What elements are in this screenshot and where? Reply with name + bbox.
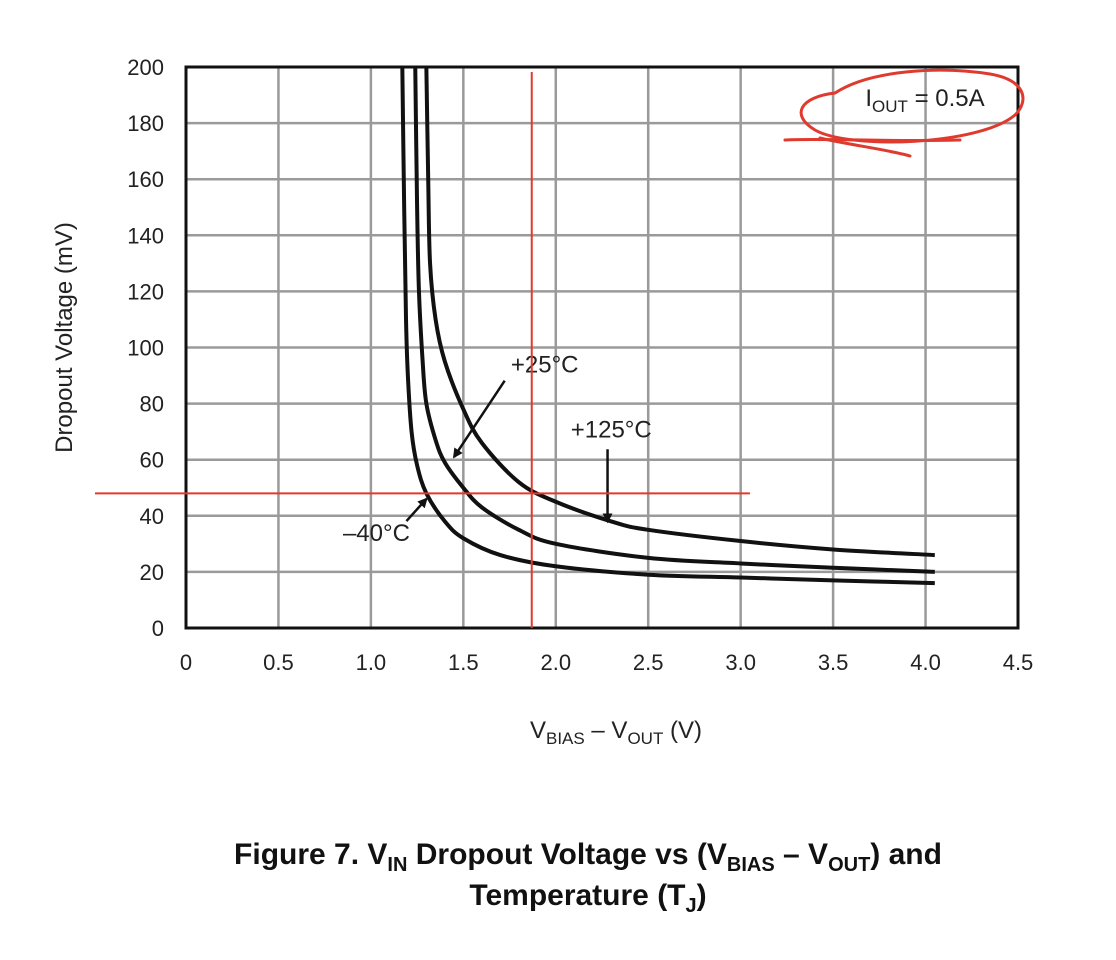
curve-label: +25°C bbox=[511, 352, 579, 379]
y-tick-label: 40 bbox=[140, 504, 164, 529]
x-tick-label: 3.5 bbox=[818, 650, 849, 675]
caption-line-1: Figure 7. VIN Dropout Voltage vs (VBIAS … bbox=[0, 838, 1116, 877]
y-tick-label: 160 bbox=[127, 167, 164, 192]
tick-labels: 0 0.5 1.0 1.5 2.0 2.5 3.0 3.5 4.0 4.5 0 20 40 60 80 100… bbox=[51, 55, 1033, 748]
annotation-arrow bbox=[405, 497, 428, 522]
curve-label: –40°C bbox=[343, 520, 410, 547]
y-tick-label: 100 bbox=[127, 336, 164, 361]
x-tick-label: 3.0 bbox=[725, 650, 756, 675]
y-tick-label: 80 bbox=[140, 392, 164, 417]
caption-subscript: OUT bbox=[828, 854, 871, 876]
x-tick-label: 0.5 bbox=[263, 650, 294, 675]
x-tick-label: 1.0 bbox=[356, 650, 387, 675]
condition-label: IOUT = 0.5A bbox=[865, 85, 984, 116]
red-underline-mark bbox=[783, 137, 962, 143]
caption-subscript: IN bbox=[387, 854, 408, 876]
x-tick-label: 2.0 bbox=[540, 650, 571, 675]
y-tick-label: 120 bbox=[127, 279, 164, 304]
caption-text: – V bbox=[774, 838, 829, 871]
x-axis-label: VBIAS – VOUT (V) bbox=[530, 717, 702, 748]
y-tick-label: 60 bbox=[140, 448, 164, 473]
x-tick-label: 4.5 bbox=[1003, 650, 1034, 675]
caption-text: Temperature (T bbox=[469, 879, 686, 912]
x-tick-label: 2.5 bbox=[633, 650, 664, 675]
caption-subscript: J bbox=[685, 895, 697, 917]
caption-text: Dropout Voltage vs (V bbox=[407, 838, 727, 871]
red-circle-mark bbox=[799, 68, 1025, 144]
x-tick-label: 4.0 bbox=[910, 650, 941, 675]
caption-text: Figure 7. V bbox=[234, 838, 388, 871]
red-tail-mark bbox=[818, 136, 912, 158]
y-axis-label: Dropout Voltage (mV) bbox=[51, 222, 78, 453]
y-tick-label: 0 bbox=[152, 616, 164, 641]
figure-caption: Figure 7. VIN Dropout Voltage vs (VBIAS … bbox=[0, 838, 1116, 918]
x-tick-label: 0 bbox=[180, 650, 192, 675]
caption-text: ) and bbox=[870, 838, 942, 871]
x-tick-label: 1.5 bbox=[448, 650, 479, 675]
curve-40C bbox=[400, 66, 935, 586]
curves bbox=[400, 66, 935, 586]
annotations: +25°C +125°C –40°C IOUT = 0.5A bbox=[343, 85, 985, 547]
caption-subscript: BIAS bbox=[726, 854, 775, 876]
dropout-voltage-chart: 0 0.5 1.0 1.5 2.0 2.5 3.0 3.5 4.0 4.5 0 20 40 60 80 100… bbox=[51, 55, 1033, 748]
y-tick-label: 200 bbox=[127, 55, 164, 80]
y-tick-label: 140 bbox=[127, 223, 164, 248]
curve-label: +125°C bbox=[571, 416, 652, 443]
caption-line-2: Temperature (TJ) bbox=[0, 879, 1116, 918]
curve-125C bbox=[424, 66, 935, 558]
y-tick-label: 20 bbox=[140, 560, 164, 585]
plot-frame bbox=[184, 65, 1020, 630]
annotation-arrow bbox=[452, 380, 506, 459]
caption-text: ) bbox=[696, 879, 707, 912]
grid bbox=[184, 65, 1020, 630]
red-markup bbox=[95, 68, 1025, 628]
y-tick-label: 180 bbox=[127, 111, 164, 136]
curve-25C bbox=[413, 66, 935, 574]
